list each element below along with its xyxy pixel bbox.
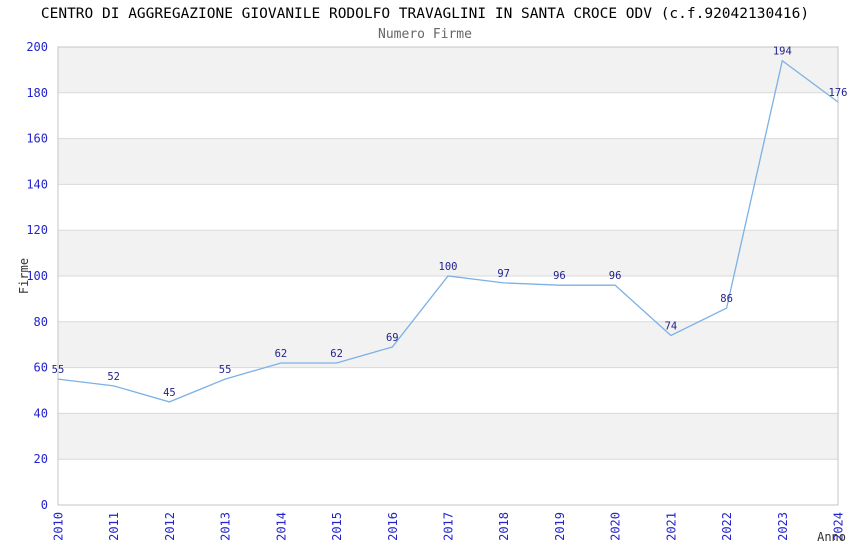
x-tick-label: 2014 <box>274 512 288 541</box>
data-point-label: 62 <box>330 348 343 360</box>
data-point-label: 176 <box>829 87 848 99</box>
x-tick-label: 2024 <box>832 512 846 541</box>
grid-band <box>58 413 838 460</box>
grid-band <box>58 138 838 185</box>
grid-band <box>58 47 838 93</box>
x-tick-label: 2013 <box>219 512 233 541</box>
y-tick-label: 20 <box>34 452 48 466</box>
data-point-label: 52 <box>107 371 120 383</box>
data-point-label: 69 <box>386 332 399 344</box>
data-point-label: 96 <box>609 270 622 282</box>
data-point-label: 86 <box>720 293 733 305</box>
data-point-label: 45 <box>163 387 176 399</box>
data-line <box>57 59 839 403</box>
data-point-label: 97 <box>497 268 510 280</box>
x-tick-label: 2010 <box>52 512 66 541</box>
plot-border <box>57 46 839 506</box>
y-tick-label: 160 <box>26 132 48 146</box>
x-tick-label: 2020 <box>609 512 623 541</box>
data-point-label: 62 <box>275 348 288 360</box>
y-tick-label: 0 <box>41 498 48 512</box>
x-tick-label: 2015 <box>330 512 344 541</box>
x-tick-label: 2016 <box>386 512 400 541</box>
data-point-label: 96 <box>553 270 566 282</box>
x-axis-label: Anno <box>817 530 846 544</box>
x-tick-label: 2021 <box>664 512 678 541</box>
x-tick-label: 2012 <box>163 512 177 541</box>
grid-band <box>58 230 838 276</box>
y-tick-label: 100 <box>26 269 48 283</box>
data-point-label: 55 <box>219 364 232 376</box>
x-tick-label: 2011 <box>107 512 121 541</box>
chart-title: CENTRO DI AGGREGAZIONE GIOVANILE RODOLFO… <box>40 6 810 22</box>
x-tick-label: 2018 <box>497 512 511 541</box>
grid-band <box>58 321 838 368</box>
x-tick-label: 2023 <box>776 512 790 541</box>
data-point-label: 55 <box>52 364 65 376</box>
data-point-label: 194 <box>773 46 792 58</box>
y-tick-label: 60 <box>34 361 48 375</box>
y-tick-label: 200 <box>26 40 48 54</box>
y-tick-label: 80 <box>34 315 48 329</box>
y-tick-label: 40 <box>34 406 48 420</box>
y-axis-label: Firme <box>17 258 31 294</box>
x-tick-label: 2019 <box>553 512 567 541</box>
chart-subtitle: Numero Firme <box>378 27 472 42</box>
x-tick-label: 2017 <box>442 512 456 541</box>
data-point-label: 100 <box>439 261 458 273</box>
y-tick-label: 140 <box>26 177 48 191</box>
y-tick-label: 180 <box>26 86 48 100</box>
data-point-label: 74 <box>665 321 678 333</box>
y-tick-label: 120 <box>26 223 48 237</box>
x-tick-label: 2022 <box>720 512 734 541</box>
